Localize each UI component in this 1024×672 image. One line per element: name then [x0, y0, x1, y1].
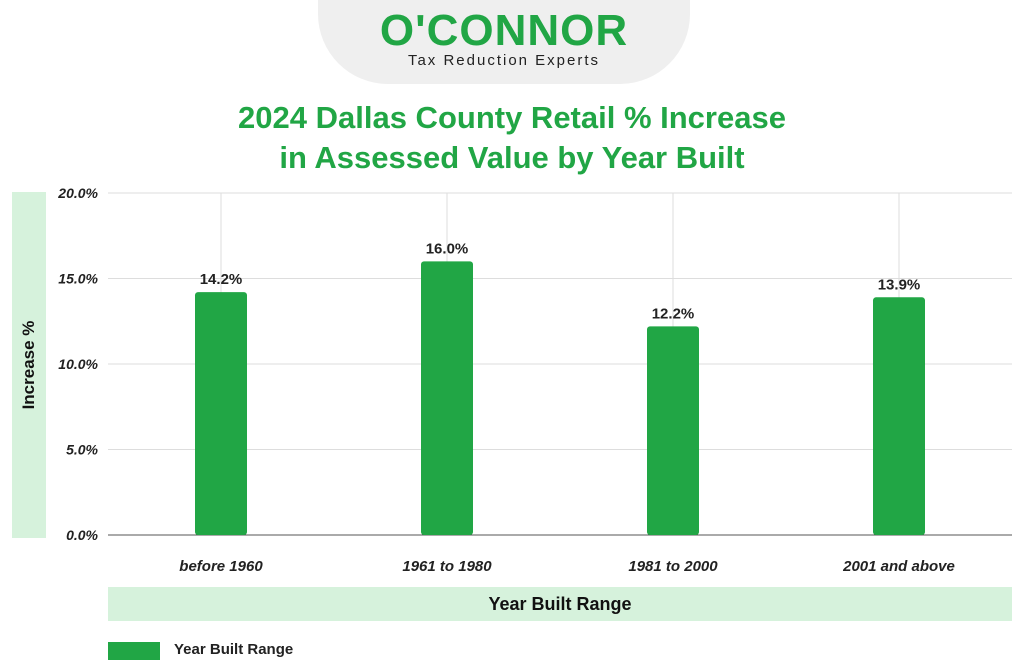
- data-label: 13.9%: [878, 276, 921, 293]
- chart-title: 2024 Dallas County Retail % Increase in …: [0, 98, 1024, 178]
- x-axis-label-band: Year Built Range: [108, 587, 1012, 621]
- category-label: 1961 to 1980: [402, 558, 492, 575]
- category-label: before 1960: [179, 558, 263, 575]
- category-label: 1981 to 2000: [628, 558, 718, 575]
- logo-banner: O'CONNOR Tax Reduction Experts: [318, 0, 690, 84]
- data-label: 14.2%: [200, 271, 243, 288]
- chart-title-line-1: 2024 Dallas County Retail % Increase: [238, 100, 786, 135]
- chart-title-line-2: in Assessed Value by Year Built: [279, 140, 745, 175]
- legend-swatch: [108, 642, 160, 660]
- y-tick-label: 5.0%: [66, 442, 98, 458]
- data-label: 12.2%: [652, 305, 695, 322]
- y-axis-label-band: [12, 192, 46, 538]
- bar: [647, 326, 699, 535]
- bar-chart: 0.0% 5.0% 10.0% 15.0% 20.0% 14.2% before 1960 1…: [57, 185, 1012, 575]
- legend-label: Year Built Range: [174, 641, 294, 658]
- y-tick-label: 15.0%: [58, 271, 98, 287]
- y-tick-label: 10.0%: [58, 356, 98, 372]
- bar: [195, 292, 247, 535]
- bar: [421, 261, 473, 535]
- y-tick-label: 20.0%: [57, 185, 98, 201]
- logo-wordmark: O'CONNOR: [379, 6, 629, 55]
- category-label: 2001 and above: [842, 558, 955, 575]
- y-tick-label: 0.0%: [66, 527, 98, 543]
- x-axis-label: Year Built Range: [488, 594, 632, 614]
- bar: [873, 297, 925, 535]
- logo-tagline: Tax Reduction Experts: [407, 52, 601, 69]
- data-label: 16.0%: [426, 240, 469, 257]
